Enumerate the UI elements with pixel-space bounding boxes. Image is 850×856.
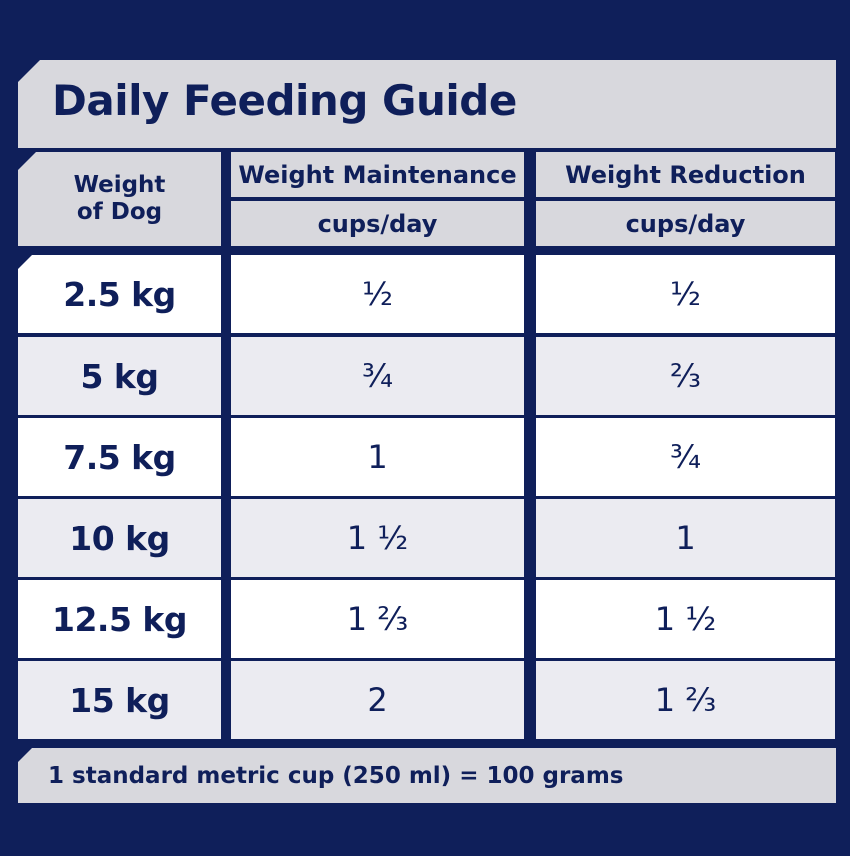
reduction-cell: ⅔ [536,337,835,415]
table-row: 15 kg 2 1 ⅔ [0,661,850,739]
table-row: 5 kg ¾ ⅔ [0,337,850,415]
table-row: 7.5 kg 1 ¾ [0,418,850,496]
footer-band: 1 standard metric cup (250 ml) = 100 gra… [18,748,836,803]
cup-conversion-note: 1 standard metric cup (250 ml) = 100 gra… [48,762,624,789]
header-weight-reduction: Weight Reduction [536,152,835,197]
weight-cell: 2.5 kg [18,255,221,333]
maintenance-cell: ¾ [231,337,524,415]
reduction-cell: 1 ⅔ [536,661,835,739]
header-weight-line1: Weight [73,172,166,198]
table-row: 12.5 kg 1 ⅔ 1 ½ [0,580,850,658]
weight-cell: 5 kg [18,337,221,415]
weight-cell: 10 kg [18,499,221,577]
reduction-cell: 1 ½ [536,580,835,658]
header-weight-of-dog: Weight of Dog [18,152,221,246]
weight-cell: 12.5 kg [18,580,221,658]
header-maintenance-unit: cups/day [231,201,524,246]
weight-cell: 7.5 kg [18,418,221,496]
maintenance-cell: ½ [231,255,524,333]
maintenance-cell: 1 ⅔ [231,580,524,658]
title-band: Daily Feeding Guide [18,60,836,148]
maintenance-cell: 1 ½ [231,499,524,577]
page-title: Daily Feeding Guide [52,76,517,125]
header-weight-line2: of Dog [76,199,163,225]
header-reduction-unit: cups/day [536,201,835,246]
maintenance-cell: 1 [231,418,524,496]
reduction-cell: 1 [536,499,835,577]
header-weight-maintenance: Weight Maintenance [231,152,524,197]
weight-cell: 15 kg [18,661,221,739]
table-row: 10 kg 1 ½ 1 [0,499,850,577]
table-row: 2.5 kg ½ ½ [0,255,850,333]
reduction-cell: ¾ [536,418,835,496]
reduction-cell: ½ [536,255,835,333]
maintenance-cell: 2 [231,661,524,739]
